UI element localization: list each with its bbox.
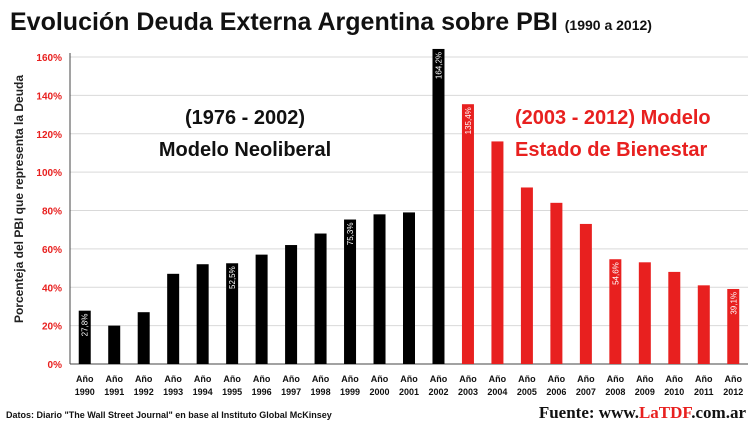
y-tick-label: 60% bbox=[42, 245, 62, 256]
y-tick-label: 0% bbox=[48, 360, 63, 371]
y-tick-label: 160% bbox=[36, 53, 62, 64]
x-tick-label: Año 1993 bbox=[163, 374, 183, 397]
x-tick-label: Año 1999 bbox=[340, 374, 360, 397]
x-tick-label: Año 2004 bbox=[487, 374, 507, 397]
data-label: 75,3% bbox=[346, 223, 355, 246]
bar-2004 bbox=[491, 141, 504, 364]
x-tick-label: Año 2003 bbox=[458, 374, 478, 397]
chart-title-years: (1990 a 2012) bbox=[564, 17, 652, 33]
bar-2002 bbox=[432, 48, 445, 364]
bar-1998 bbox=[314, 233, 327, 364]
x-tick-label: Año 1995 bbox=[222, 374, 242, 397]
x-tick-label: Año 2010 bbox=[664, 374, 684, 397]
bar-2010 bbox=[668, 271, 681, 364]
chart-title-text: Evolución Deuda Externa Argentina sobre … bbox=[10, 8, 558, 36]
bar-2008 bbox=[609, 259, 622, 364]
bar-2001 bbox=[403, 212, 415, 364]
bar-1991 bbox=[108, 325, 121, 364]
bar-2012 bbox=[727, 288, 740, 364]
y-tick-label: 40% bbox=[42, 283, 62, 294]
x-tick-label: Año 2008 bbox=[605, 374, 625, 397]
bar-2011 bbox=[697, 285, 710, 364]
x-tick-label: Año 1996 bbox=[252, 374, 272, 397]
y-tick-label: 100% bbox=[36, 168, 62, 179]
x-tick-label: Año 2012 bbox=[723, 374, 743, 397]
y-tick-label: 120% bbox=[36, 130, 62, 141]
bar-1993 bbox=[167, 273, 180, 364]
bar-1990 bbox=[78, 310, 91, 364]
x-tick-label: Año 2001 bbox=[399, 374, 419, 397]
x-tick-label: Año 1994 bbox=[193, 374, 213, 397]
y-tick-label: 20% bbox=[42, 322, 62, 333]
annotation-neoliberal-model: Modelo Neoliberal bbox=[158, 139, 332, 161]
x-tick-label: Año 2006 bbox=[546, 374, 566, 397]
data-label: 164,2% bbox=[434, 52, 443, 79]
x-tick-label: Año 2007 bbox=[576, 374, 596, 397]
bar-1995 bbox=[226, 263, 239, 364]
annotation-neoliberal-years: (1976 - 2002) bbox=[184, 107, 306, 129]
bar-1999 bbox=[344, 219, 357, 364]
bar-1994 bbox=[196, 264, 209, 364]
y-tick-label: 80% bbox=[42, 207, 62, 218]
x-tick-label: Año 1991 bbox=[104, 374, 124, 397]
bar-1996 bbox=[255, 254, 268, 364]
data-label: 39,1% bbox=[729, 292, 738, 315]
bar-1992 bbox=[137, 312, 150, 364]
data-label: 27,8% bbox=[81, 314, 90, 337]
x-tick-label: Año 2005 bbox=[517, 374, 537, 397]
bar-2007 bbox=[579, 223, 592, 364]
data-label: 135,4% bbox=[464, 107, 473, 134]
bar-1997 bbox=[285, 245, 298, 364]
x-tick-label: Año 2000 bbox=[370, 374, 390, 397]
source-credit-brand: LaTDF bbox=[638, 403, 692, 422]
bar-2005 bbox=[520, 187, 533, 364]
bar-2009 bbox=[638, 262, 651, 364]
x-tick-label: Año 1992 bbox=[134, 374, 154, 397]
data-label: 52,5% bbox=[228, 266, 237, 289]
source-credit: Fuente: www.LaTDF.com.ar bbox=[539, 403, 746, 423]
bar-2003 bbox=[461, 104, 474, 365]
bar-2000 bbox=[373, 214, 386, 364]
chart-title: Evolución Deuda Externa Argentina sobre … bbox=[10, 8, 652, 37]
x-tick-label: Año 1990 bbox=[75, 374, 95, 397]
x-tick-label: Año 2002 bbox=[428, 374, 448, 397]
bar-2006 bbox=[550, 202, 563, 364]
source-credit-prefix: Fuente: www. bbox=[538, 403, 639, 422]
x-tick-label: Año 2011 bbox=[694, 374, 714, 397]
y-axis-label: Porcenteja del PBI que representa la Deu… bbox=[12, 74, 26, 324]
x-tick-label: Año 1997 bbox=[281, 374, 301, 397]
x-tick-label: Año 1998 bbox=[311, 374, 331, 397]
y-tick-label: 140% bbox=[36, 91, 62, 102]
data-label: 54,6% bbox=[611, 262, 620, 285]
annotation-bienestar-model: Estado de Bienestar bbox=[515, 139, 708, 161]
data-source-note: Datos: Diario "The Wall Street Journal" … bbox=[6, 410, 332, 420]
x-tick-label: Año 2009 bbox=[635, 374, 655, 397]
source-credit-suffix: .com.ar bbox=[691, 403, 746, 422]
annotation-bienestar-years: (2003 - 2012) Modelo bbox=[515, 107, 711, 129]
